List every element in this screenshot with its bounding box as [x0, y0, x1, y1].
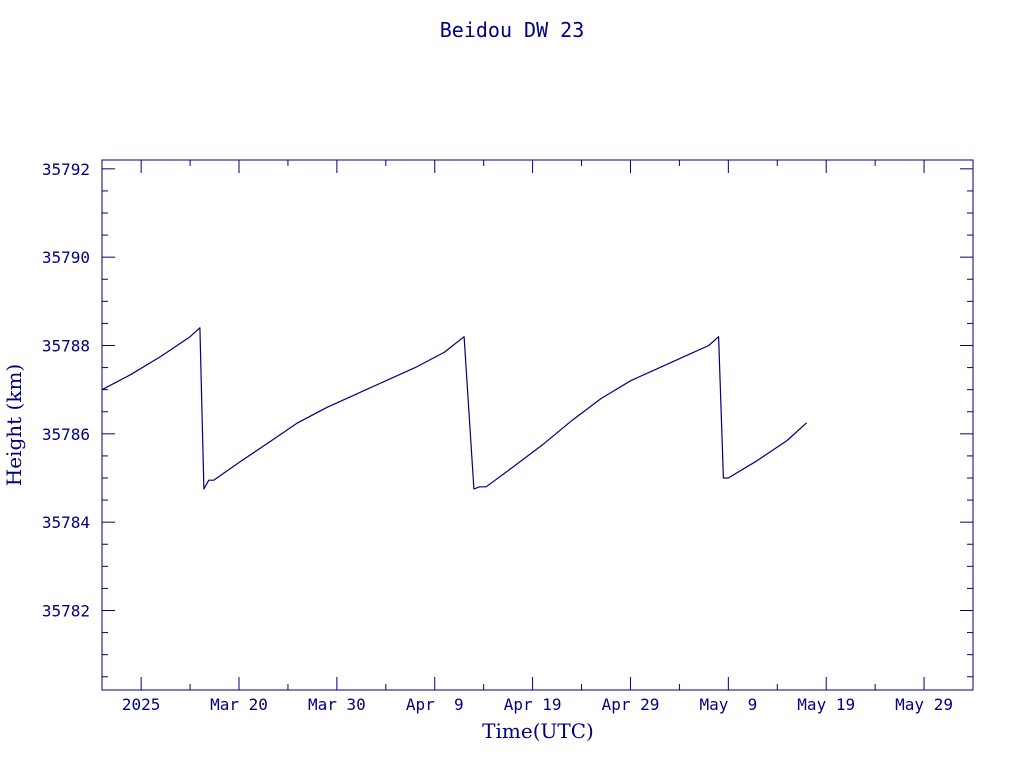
x-tick-label: Mar 30 [308, 695, 366, 714]
x-axis-ticks [140, 160, 974, 690]
height-series-line [101, 327, 808, 490]
x-tick-label: May 29 [895, 695, 953, 714]
y-tick-label: 35786 [42, 425, 90, 444]
chart-title: Beidou DW 23 [440, 18, 585, 42]
y-tick-label: 35790 [42, 248, 90, 267]
x-tick-label: Apr 9 [406, 695, 464, 714]
x-tick-label: 2025 [122, 695, 161, 714]
plot-frame [101, 159, 974, 691]
x-tick-label: Apr 29 [602, 695, 660, 714]
x-tick-label: May 19 [797, 695, 855, 714]
y-axis-tick-labels: 35782 35784 35786 35788 35790 35792 [42, 160, 90, 621]
x-axis-title: Time(UTC) [482, 719, 594, 743]
y-axis-ticks [102, 168, 973, 678]
y-axis-title: Height (km) [2, 364, 26, 486]
x-tick-label: Apr 19 [504, 695, 562, 714]
y-tick-label: 35784 [42, 513, 90, 532]
x-tick-label: May 9 [699, 695, 757, 714]
y-tick-label: 35782 [42, 602, 90, 621]
x-axis-tick-labels: 2025 Mar 20 Mar 30 Apr 9 Apr 19 Apr 29 May 9 Ma… [122, 695, 953, 714]
y-tick-label: 35792 [42, 160, 90, 179]
x-tick-label: Mar 20 [210, 695, 268, 714]
y-tick-label: 35788 [42, 337, 90, 356]
